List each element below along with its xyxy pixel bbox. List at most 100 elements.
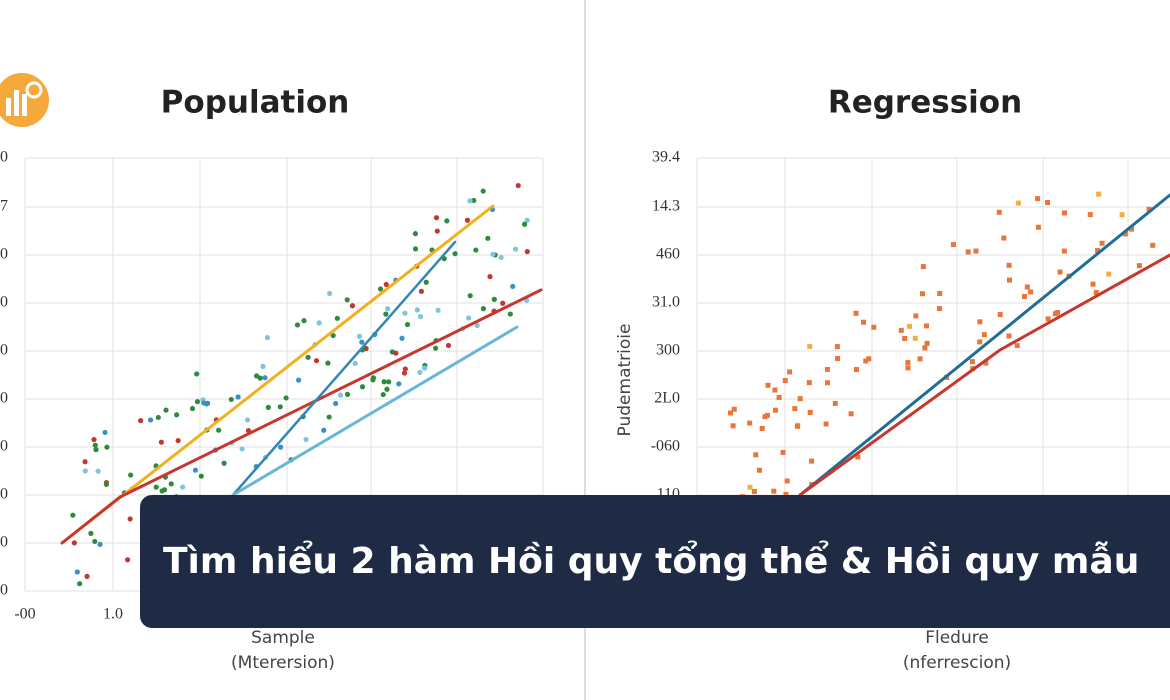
scatter-point [155, 414, 161, 421]
scatter-point [855, 454, 861, 460]
scatter-point [445, 342, 452, 349]
y-tick-label: -060 [651, 438, 680, 455]
scatter-point [235, 394, 241, 400]
scatter-point [507, 311, 513, 317]
scatter-point [417, 369, 423, 375]
scatter-point [919, 291, 925, 297]
scatter-point [997, 312, 1003, 318]
scatter-point [402, 366, 408, 372]
scatter-point [521, 221, 528, 227]
scatter-point [325, 360, 331, 366]
scatter-point [772, 407, 778, 413]
scatter-point [204, 401, 210, 407]
scatter-point [471, 197, 477, 204]
scatter-point [782, 378, 788, 384]
scatter-point [936, 306, 942, 312]
scatter-point [103, 481, 110, 487]
scatter-point [228, 396, 234, 403]
scatter-point [795, 423, 801, 429]
scatter-point [809, 458, 815, 464]
scatter-point [161, 487, 168, 493]
scatter-point [823, 421, 829, 427]
scatter-point [848, 411, 854, 417]
scatter-point [283, 395, 289, 401]
scatter-point [432, 345, 439, 351]
scatter-point [1093, 289, 1099, 295]
scatter-point [983, 360, 989, 366]
scatter-point [924, 323, 930, 329]
scatter-point [905, 360, 911, 366]
scatter-point [401, 370, 408, 376]
scatter-point [179, 484, 186, 490]
scatter-point [787, 369, 793, 375]
x-tick-label: 1.0 [103, 606, 123, 623]
scatter-point [95, 468, 101, 474]
scatter-point [128, 472, 134, 478]
y-tick-label: 0 [0, 390, 8, 407]
scatter-point [969, 359, 975, 365]
scatter-point [1106, 271, 1112, 277]
scatter-point [863, 358, 869, 364]
scatter-point [404, 321, 411, 328]
scatter-point [920, 264, 926, 270]
scatter-point [780, 449, 786, 455]
scatter-point [747, 420, 753, 426]
scatter-point [510, 283, 516, 290]
trend-line [798, 253, 1170, 497]
scatter-point [1035, 224, 1041, 230]
scatter-point [1150, 242, 1156, 248]
scatter-point [1035, 196, 1041, 202]
scatter-point [1006, 277, 1012, 283]
scatter-point [168, 481, 174, 487]
scatter-point [832, 400, 838, 406]
scatter-point [513, 246, 519, 252]
scatter-point [806, 380, 812, 386]
trend-line [798, 193, 1170, 497]
scatter-point [303, 436, 309, 443]
scatter-point [1090, 281, 1096, 287]
scatter-point [467, 293, 473, 299]
y-tick-label: 2L0 [654, 390, 680, 407]
scatter-point [393, 350, 399, 356]
scatter-point [402, 310, 408, 316]
scatter-point [866, 356, 872, 362]
scatter-point [906, 323, 912, 329]
scatter-point [490, 251, 496, 257]
y-tick-label: 31.0 [652, 294, 680, 311]
scatter-point [147, 417, 154, 423]
banner [140, 495, 1170, 628]
scatter-point [359, 339, 365, 345]
scatter-point [487, 274, 493, 280]
scatter-point [824, 366, 830, 372]
scatter-point [334, 315, 340, 321]
scatter-point [772, 387, 778, 393]
scatter-point [74, 569, 80, 575]
trend-line [60, 288, 543, 545]
scatter-point [1061, 248, 1067, 254]
scatter-point [277, 404, 283, 410]
y-tick-label: 0 [0, 246, 8, 263]
scatter-point [771, 488, 777, 494]
scatter-point [1099, 240, 1105, 246]
scatter-point [902, 336, 908, 342]
scatter-point [356, 333, 363, 339]
scatter-point [296, 377, 302, 383]
right-title: Regression [828, 85, 1022, 121]
scatter-point [1129, 226, 1135, 232]
scatter-point [977, 339, 983, 345]
scatter-point [264, 334, 271, 341]
scatter-point [127, 516, 133, 522]
scatter-point [82, 468, 88, 474]
y-tick-label: 7 [0, 198, 8, 215]
scatter-point [491, 296, 497, 302]
scatter-point [784, 478, 790, 484]
scatter-point [1052, 311, 1058, 317]
scatter-point [1024, 284, 1030, 290]
scatter-point [464, 217, 471, 223]
scatter-point [399, 335, 405, 341]
x-tick-label: -00 [14, 606, 35, 623]
scatter-point [730, 423, 736, 429]
scatter-point [912, 335, 918, 341]
y-tick-label: 0 [0, 486, 8, 503]
scatter-point [871, 324, 877, 330]
